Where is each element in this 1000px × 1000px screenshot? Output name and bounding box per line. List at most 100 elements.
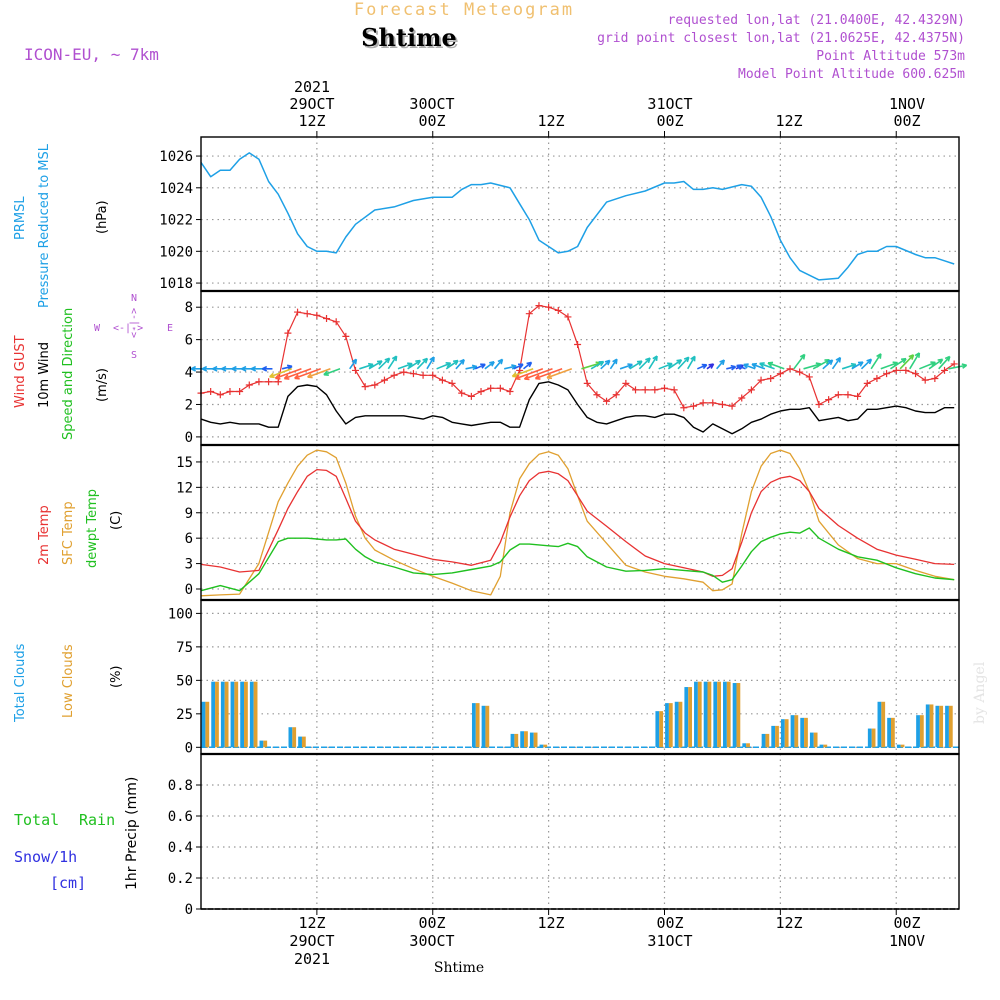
wind-direction-arrow — [416, 357, 428, 370]
wind-direction-arrow — [909, 352, 921, 370]
compass-west: W — [94, 323, 101, 334]
total-cloud-bar — [945, 705, 949, 748]
y-tick-label: 0.8 — [168, 778, 193, 794]
temp2m-line — [200, 468, 955, 577]
total-cloud-bar — [240, 681, 245, 748]
low-cloud-bar — [929, 704, 934, 748]
temp-panel-labels: 2m Temp SFC Temp dewpt Temp (C) — [37, 489, 124, 568]
bottom-tick-label: 12Z — [298, 914, 325, 932]
low-cloud-bar — [948, 705, 953, 748]
wind-direction-arrowhead — [286, 364, 293, 371]
wind-direction-arrowhead — [767, 361, 774, 368]
wind-direction-arrow — [759, 362, 775, 370]
low-cloud-bar — [765, 733, 770, 748]
y-tick-label: 4 — [185, 365, 193, 381]
gust-marker — [825, 396, 833, 404]
gust-marker — [728, 402, 736, 410]
gust-marker — [265, 378, 273, 386]
gust-marker — [873, 375, 881, 383]
gust-marker — [574, 340, 582, 348]
gust-marker — [496, 384, 504, 392]
gust-marker — [593, 391, 601, 399]
total-cloud-bar — [877, 701, 882, 748]
wind-direction-arrowhead — [452, 359, 459, 366]
y-tick-label: 0.4 — [168, 840, 193, 856]
y-tick-label: 0 — [185, 430, 193, 446]
gust-label: Wind GUST — [13, 335, 28, 408]
y-tick-label: 12 — [176, 480, 193, 496]
low-cloud-bar — [717, 681, 721, 748]
low-cloud-bar — [514, 733, 519, 748]
y-tick-label: 25 — [176, 707, 193, 723]
total-cloud-bar — [867, 728, 872, 748]
y-tick-label: 0.6 — [168, 809, 193, 825]
low-cloud-bar — [659, 711, 664, 748]
top-tick-label: 30OCT — [409, 95, 454, 113]
wind-direction-arrow — [686, 355, 696, 370]
low-cloud-bar — [244, 681, 248, 748]
bottom-tick-label: 30OCT — [409, 932, 454, 950]
wind-direction-arrow — [751, 363, 766, 370]
total-cloud-bar — [520, 731, 525, 748]
wind-direction-arrow — [397, 362, 413, 370]
total-cloud-bar — [288, 727, 293, 748]
wind-direction-arrowhead — [667, 362, 673, 368]
compass-rose: W E <-|-> N <-|-> S — [94, 293, 173, 361]
wind-direction-arrowhead — [759, 362, 765, 368]
total-cloud-bar — [481, 705, 486, 748]
wind-direction-arrow — [822, 359, 834, 370]
low-cloud-bar — [224, 681, 229, 748]
sfc-temp-line — [200, 449, 955, 597]
low-cloud-bar — [775, 725, 779, 748]
wind-direction-arrow — [512, 368, 534, 378]
wind-direction-arrow — [831, 357, 842, 370]
compass-north: N — [131, 293, 137, 304]
gust-marker — [680, 404, 688, 412]
wind-direction-arrowhead — [459, 358, 465, 365]
wind-direction-arrowhead — [367, 362, 374, 369]
gust-marker — [747, 386, 755, 394]
wind-direction-arrow — [658, 362, 673, 370]
low-cloud-bar — [823, 744, 828, 748]
top-tick-label: 00Z — [656, 112, 683, 130]
gust-marker — [207, 388, 215, 396]
pressure-line — [200, 152, 955, 281]
gust-marker — [390, 371, 398, 379]
low-cloud-bar — [205, 701, 210, 748]
watermark: by Angel — [972, 661, 988, 724]
compass-east: E — [167, 323, 173, 334]
gust-marker — [583, 379, 591, 387]
gust-marker — [786, 365, 794, 373]
wind-direction-arrow — [677, 356, 690, 370]
wind-direction-arrowhead — [231, 365, 237, 372]
total-cloud-label: Total Clouds — [13, 643, 28, 723]
wind-direction-arrowhead — [604, 359, 611, 366]
wind-direction-arrowhead — [827, 359, 834, 366]
wind-direction-arrow — [368, 360, 383, 370]
low-cloud-bar — [485, 705, 490, 748]
wind-direction-arrow — [841, 363, 857, 370]
total-cloud-bar — [732, 683, 737, 748]
wind-direction-arrowhead — [908, 354, 915, 360]
cloud-panel-labels: Total Clouds Low Clouds (%) — [13, 643, 124, 723]
gust-marker — [236, 388, 244, 396]
gust-marker — [921, 376, 929, 384]
wind-direction-arrowhead — [676, 359, 683, 365]
total-cloud-bar — [703, 681, 708, 748]
gust-marker — [284, 329, 292, 337]
wind-unit: (m/s) — [95, 368, 110, 402]
marks-layer — [190, 152, 968, 910]
rain-label-rain: Rain — [79, 811, 115, 829]
wind-direction-arrow — [899, 354, 915, 370]
total-cloud-bar — [298, 736, 302, 748]
wind-direction-arrowhead — [190, 365, 197, 372]
wind-direction-arrow — [269, 368, 293, 378]
y-tick-label: 75 — [176, 640, 193, 656]
total-cloud-bar — [655, 711, 660, 748]
wind-direction-arrow — [851, 361, 864, 370]
wind-direction-arrowhead — [511, 364, 517, 370]
wind-dir-label: Speed and Direction — [61, 308, 76, 440]
wind-direction-arrow — [609, 358, 618, 370]
wind-direction-arrow — [619, 363, 633, 370]
